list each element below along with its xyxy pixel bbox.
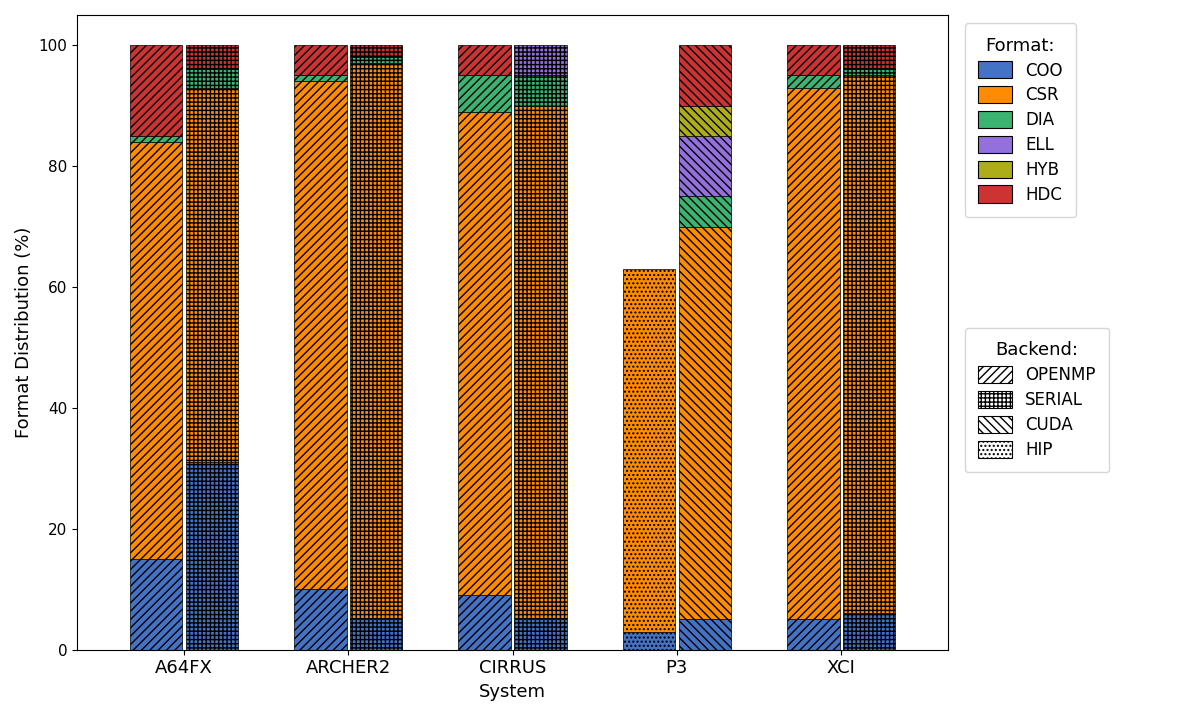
Bar: [350, 619, 402, 649]
Bar: [787, 87, 840, 619]
Bar: [186, 87, 238, 463]
Bar: [350, 45, 402, 57]
Bar: [842, 614, 895, 649]
Bar: [350, 57, 402, 63]
Bar: [294, 82, 347, 589]
Bar: [458, 75, 511, 112]
X-axis label: System: System: [479, 683, 546, 701]
Bar: [787, 619, 840, 649]
Bar: [294, 589, 347, 649]
Bar: [842, 69, 895, 75]
Bar: [294, 75, 347, 82]
Bar: [678, 106, 731, 136]
Bar: [130, 136, 182, 142]
Bar: [678, 226, 731, 619]
Bar: [515, 75, 566, 106]
Bar: [787, 75, 840, 87]
Bar: [186, 463, 238, 649]
Y-axis label: Format Distribution (%): Format Distribution (%): [14, 227, 34, 438]
Bar: [678, 196, 731, 226]
Bar: [678, 619, 731, 649]
Bar: [515, 45, 566, 75]
Bar: [678, 136, 731, 196]
Bar: [186, 45, 238, 69]
Bar: [515, 619, 566, 649]
Bar: [294, 45, 347, 75]
Bar: [623, 269, 676, 632]
Bar: [130, 559, 182, 649]
Bar: [130, 142, 182, 559]
Bar: [186, 69, 238, 87]
Legend: OPENMP, SERIAL, CUDA, HIP: OPENMP, SERIAL, CUDA, HIP: [965, 328, 1109, 472]
Bar: [350, 63, 402, 619]
Bar: [842, 45, 895, 69]
Bar: [515, 106, 566, 619]
Bar: [842, 75, 895, 614]
Bar: [458, 112, 511, 595]
Bar: [787, 45, 840, 75]
Bar: [458, 45, 511, 75]
Bar: [623, 632, 676, 649]
Bar: [678, 45, 731, 106]
Bar: [130, 45, 182, 136]
Bar: [458, 595, 511, 649]
